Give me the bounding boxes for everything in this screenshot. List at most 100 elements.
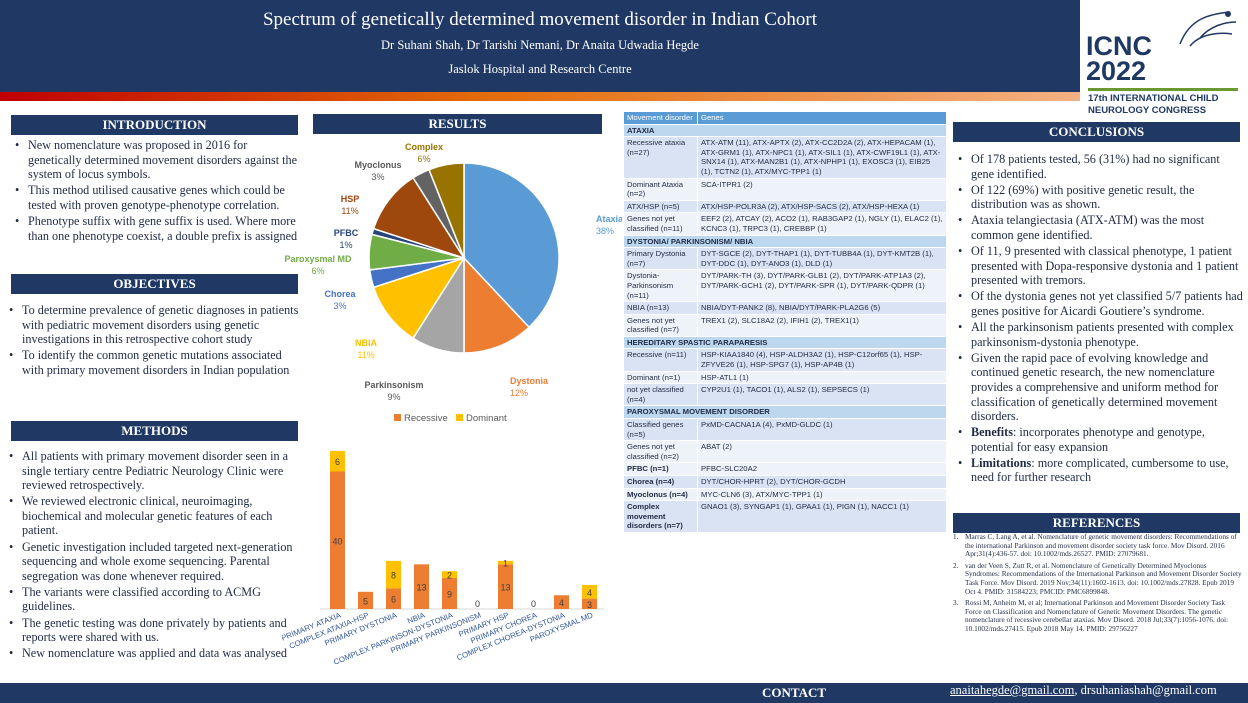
list-item: All patients with primary movement disor… [6,449,302,493]
table-cell-genes: HSP-ATL1 (1) [697,370,947,385]
table-cell-genes: DYT/CHOR-HPRT (2), DYT/CHOR-GCDH [697,475,947,489]
table-row: Complex movement disorders (n=7) GNAO1 (3… [623,500,947,533]
table-cell-genes: CYP2U1 (1), TACO1 (1), ALS2 (1), SEPSECS… [697,383,947,407]
table-cell-genes: EEF2 (2), ATCAY (2), ACO2 (1), RAB3GAP2 … [697,212,947,236]
pie-label: Dystonia [510,376,549,386]
pie-percent: 12% [510,388,528,398]
contact-email-secondary[interactable]: drsuhaniashah@gmail.com [1080,683,1217,697]
table-row: Genes not yet classified (n=7) TREX1 (2),… [623,313,947,337]
bar-value-label: 2 [447,571,452,581]
pie-percent: 6% [417,154,430,164]
bar-segment [582,584,597,599]
table-cell-genes: PFBC-SLC20A2 [697,462,947,476]
table-cell-disorder: Complex movement disorders (n=7) [623,500,698,533]
pie-label: HSP [341,194,360,204]
bar-value-label: 0 [531,599,536,609]
pie-percent: 3% [371,172,384,182]
table-row: Chorea (n=4) DYT/CHOR-HPRT (2), DYT/CHOR-… [623,475,947,489]
pie-label: Complex [405,142,443,152]
conclusion-benefits: Benefits: incorporates phenotype and gen… [955,425,1243,454]
pie-percent: 1% [339,240,352,250]
table-section-row: PAROXYSMAL MOVEMENT DISORDER [623,405,947,420]
contact-email-link[interactable]: anaitahegde@gmail.com [950,683,1075,697]
legend-swatch [456,414,463,421]
dancer-logo-icon [1179,11,1237,47]
bar-value-label: 5 [363,596,368,606]
bar-segment [330,471,345,609]
list-item: We reviewed electronic clinical, neuroim… [6,494,302,538]
table-section-title: HEREDITARY SPASTIC PARAPARESIS [623,335,947,350]
bar-segment [386,588,401,609]
conclusion-item: Of the dystonia genes not yet classified… [955,289,1243,318]
poster-header: Spectrum of genetically determined movem… [0,0,1080,92]
table-cell-disorder: NBIA (n=13) [623,301,698,315]
list-item: Genetic investigation included targeted … [6,540,302,584]
table-cell-disorder: PFBC (n=1) [623,462,698,476]
table-header: Genes [697,111,947,125]
pie-slice-hsp [372,176,466,260]
pie-percent: 11% [357,350,374,360]
table-cell-genes: ATX/HSP-POLR3A (2), ATX/HSP-SACS (2), AT… [697,199,947,214]
table-section-title: ATAXIA [623,123,947,138]
pie-label: Ataxia [596,214,622,224]
conclusions-list: Of 178 patients tested, 56 (31%) had no … [955,152,1243,485]
bar-segment [442,578,457,609]
table-cell-genes: NBIA/DYT-PANK2 (8), NBIA/DYT/PARK-PLA2G6… [697,301,947,315]
reference-item: 1. Marras C, Lang A, et al. Nomenclature … [953,532,1237,559]
table-cell-disorder: Myoclonus (n=4) [623,487,698,502]
bar-segment [442,571,457,579]
table-cell-genes: GNAO1 (3), SYNGAP1 (1), GPAA1 (1), PIGN … [697,500,947,533]
bar-segment [386,560,401,589]
bar-value-label: 6 [335,457,340,467]
table-cell-disorder: Dominant Ataxia (n=2) [623,177,698,201]
list-item: The genetic testing was done privately b… [6,616,302,645]
bar-value-label: 13 [500,583,510,593]
methods-list: All patients with primary movement disor… [6,449,302,661]
list-item: New nomenclature was applied and data wa… [6,646,302,661]
conclusion-item: Of 122 (69%) with positive genetic resul… [955,183,1243,212]
conclusion-item: Ataxia telangiectasia (ATX-ATM) was the … [955,213,1243,242]
bar-chart: 40 6 PRIMARY ATAXIA 5 COMPLEX ATAXIA-HSP 6 8 PR… [280,432,622,682]
bar-value-label: 0 [475,599,480,609]
icnc-logo: ICNC 2022 17th INTERNATIONAL CHILD NEURO… [1084,8,1244,120]
list-item: This method utilised causative genes whi… [12,183,300,212]
references-heading: REFERENCES [953,513,1240,533]
table-cell-disorder: Chorea (n=4) [623,475,698,489]
table-cell-disorder: not yet classified (n=4) [623,383,698,407]
legend-label: Recessive [404,413,448,424]
list-item: To determine prevalence of genetic diagn… [6,303,302,347]
bar-segment [582,598,597,609]
bar-value-label: 4 [559,598,564,608]
table-cell-genes: DYT/PARK-TH (3), DYT/PARK-GLB1 (2), DYT/… [697,269,947,303]
list-item: Phenotype suffix with gene suffix is use… [12,214,300,243]
logo-subtitle: 17th INTERNATIONAL CHILD NEUROLOGY CONGR… [1088,93,1219,116]
bar-segment [498,560,513,565]
table-cell-disorder: Primary Dystonia (n=7) [623,247,698,271]
table-row: Recessive ataxia (n=27) ATX-ATM (11), ATX… [623,136,947,179]
table-row: NBIA (n=13) NBIA/DYT-PANK2 (8), NBIA/DYT/… [623,301,947,315]
table-cell-genes: ABAT (2) [697,440,947,464]
table-row: not yet classified (n=4) CYP2U1 (1), TACO… [623,383,947,407]
pie-percent: 11% [341,206,358,216]
bar-value-label: 3 [587,600,592,610]
reference-item: 2. van der Veen S, Zutt R, et al. Nomencl… [953,560,1242,596]
logo-underline [1088,88,1238,91]
table-cell-disorder: Recessive ataxia (n=27) [623,136,698,179]
bar-value-label: 13 [416,583,426,593]
list-item: New nomenclature was proposed in 2016 fo… [12,138,300,182]
pie-label: Chorea [324,289,356,299]
table-row: ATX/HSP (n=5) ATX/HSP-POLR3A (2), ATX/HSP… [623,199,947,214]
bar-segment [498,564,513,609]
poster-title: Spectrum of genetically determined movem… [262,9,817,30]
results-heading: RESULTS [313,114,602,134]
pie-slice-complex [428,162,465,259]
bar-segment [414,564,429,609]
bar-segment [330,450,345,472]
table-cell-genes: DYT-SGCE (2), DYT-THAP1 (1), DYT-TUBB4A … [697,247,947,271]
logo-wordmark: ICNC 2022 [1086,31,1152,86]
table-cell-genes: SCA-ITPR1 (2) [697,177,947,201]
bar-value-label: 40 [332,536,342,546]
references-list: 1. Marras C, Lang A, et al. Nomenclature … [953,532,1243,637]
table-row: Classified genes (n=5) PxMD-CACNA1A (4), … [623,418,947,442]
conclusion-limitations: Limitations: more complicated, cumbersom… [955,456,1243,485]
